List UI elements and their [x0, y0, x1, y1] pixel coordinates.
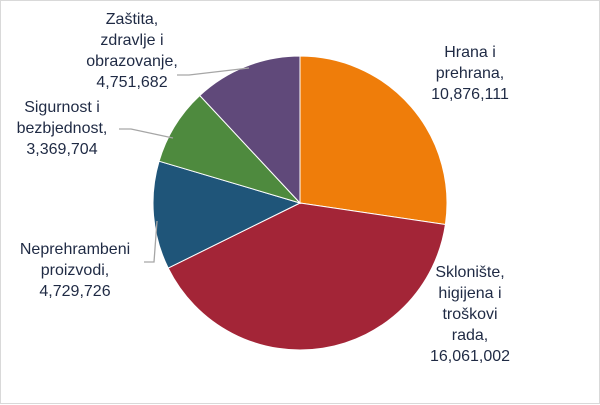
label-line: proizvodi, — [40, 262, 110, 279]
leader-line-sigurnost — [119, 128, 174, 139]
label-line: 16,061,002 — [429, 348, 511, 365]
label-line: obrazovanje, — [86, 53, 178, 70]
leader-line-neprehrambeni — [144, 220, 158, 263]
slice-hrana — [299, 55, 448, 226]
slice-neprehrambeni — [152, 160, 302, 269]
slice-label-skloniste: Sklonište, higijena i troškovi rada, 16,… — [415, 262, 525, 367]
label-line: prehrana, — [435, 65, 505, 82]
slice-skloniste — [167, 202, 446, 351]
label-line: rada, — [451, 327, 489, 344]
label-line: Sklonište, — [435, 264, 505, 281]
slice-label-hrana: Hrana i prehrana, 10,876,111 — [415, 42, 525, 105]
label-line: 10,876,111 — [431, 86, 509, 103]
label-line: 4,751,682 — [96, 74, 168, 91]
slice-label-neprehrambeni: Neprehrambeni proizvodi, 4,729,726 — [5, 239, 145, 302]
slice-label-sigurnost: Sigurnost i bezbjednost, 3,369,704 — [3, 97, 121, 160]
slice-zastita — [199, 55, 301, 205]
label-line: Hrana i — [444, 44, 496, 61]
label-line: higijena i — [438, 285, 502, 302]
label-line: zdravlje i — [100, 32, 164, 49]
label-line: Zaštita, — [105, 11, 159, 28]
label-line: Neprehrambeni — [19, 241, 131, 258]
label-line: troškovi — [442, 306, 498, 323]
label-line: 4,729,726 — [39, 283, 111, 300]
label-line: 3,369,704 — [26, 141, 98, 158]
slice-label-zastita: Zaštita, zdravlje i obrazovanje, 4,751,6… — [67, 9, 197, 93]
leader-line-zastita — [177, 67, 250, 76]
label-line: Sigurnost i — [24, 99, 100, 116]
leader-lines — [119, 67, 250, 263]
pie-slices — [152, 55, 448, 351]
label-line: bezbjednost, — [16, 120, 108, 137]
